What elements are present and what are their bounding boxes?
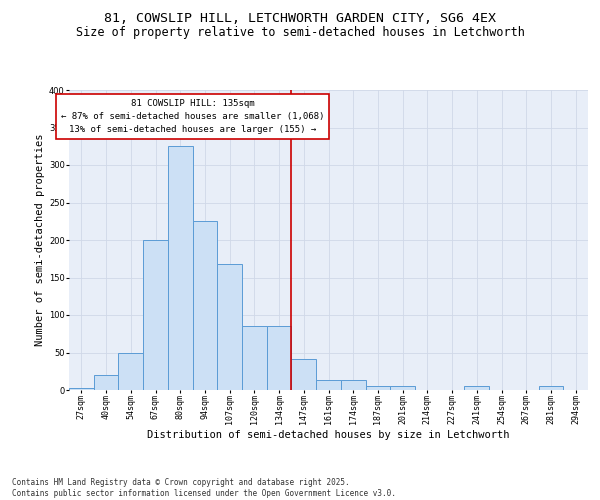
Bar [539, 386, 563, 390]
Bar [118, 352, 143, 390]
Bar [242, 326, 267, 390]
Bar [341, 380, 365, 390]
Bar [292, 358, 316, 390]
Bar [94, 375, 118, 390]
Bar [464, 386, 489, 390]
Bar [390, 386, 415, 390]
Bar [365, 386, 390, 390]
Bar [217, 264, 242, 390]
Text: Size of property relative to semi-detached houses in Letchworth: Size of property relative to semi-detach… [76, 26, 524, 39]
Bar [168, 146, 193, 390]
Text: 81 COWSLIP HILL: 135sqm
← 87% of semi-detached houses are smaller (1,068)
13% of: 81 COWSLIP HILL: 135sqm ← 87% of semi-de… [61, 99, 324, 134]
Text: Contains HM Land Registry data © Crown copyright and database right 2025.
Contai: Contains HM Land Registry data © Crown c… [12, 478, 396, 498]
Bar [69, 388, 94, 390]
Bar [316, 380, 341, 390]
Bar [193, 221, 217, 390]
Y-axis label: Number of semi-detached properties: Number of semi-detached properties [35, 134, 45, 346]
Text: 81, COWSLIP HILL, LETCHWORTH GARDEN CITY, SG6 4EX: 81, COWSLIP HILL, LETCHWORTH GARDEN CITY… [104, 12, 496, 26]
Bar [143, 240, 168, 390]
X-axis label: Distribution of semi-detached houses by size in Letchworth: Distribution of semi-detached houses by … [147, 430, 510, 440]
Bar [267, 326, 292, 390]
